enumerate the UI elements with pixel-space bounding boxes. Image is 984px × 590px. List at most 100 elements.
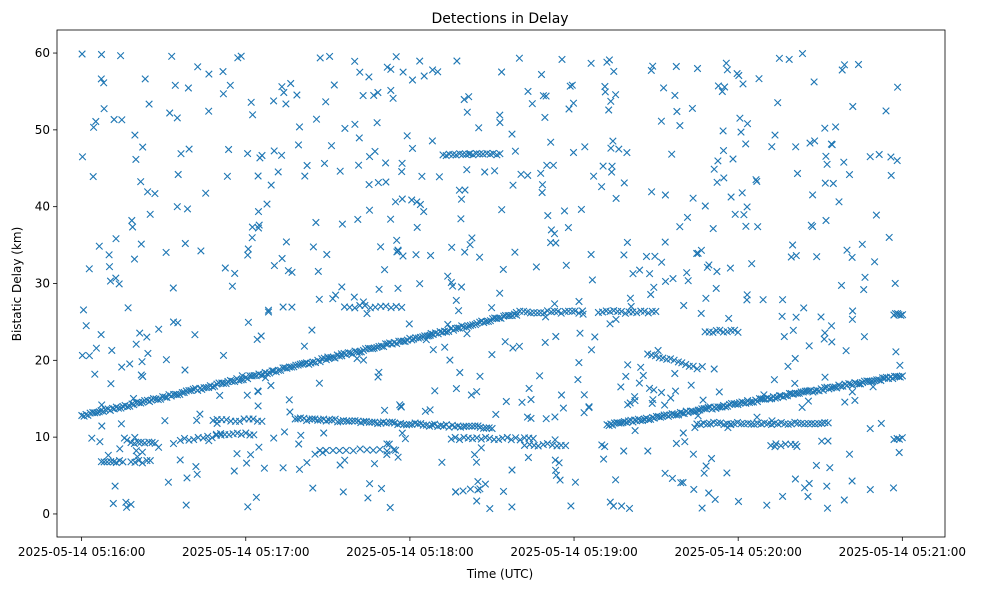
- data-point: [667, 394, 675, 402]
- data-point: [472, 149, 481, 158]
- data-point: [657, 388, 666, 397]
- data-point: [492, 410, 500, 419]
- data-point: [848, 388, 856, 396]
- data-point: [387, 86, 395, 95]
- data-point: [891, 279, 899, 288]
- data-point: [356, 68, 364, 76]
- data-point: [151, 189, 159, 198]
- data-point: [130, 255, 139, 263]
- data-point: [515, 54, 524, 62]
- data-point: [339, 488, 347, 496]
- data-point: [344, 349, 352, 357]
- data-point: [173, 391, 182, 399]
- data-point: [812, 461, 821, 470]
- data-point: [373, 119, 381, 127]
- data-point: [161, 393, 169, 401]
- data-point: [97, 458, 106, 466]
- data-point: [511, 434, 520, 442]
- data-point: [770, 376, 779, 384]
- data-point: [609, 137, 617, 145]
- data-point: [391, 198, 400, 206]
- data-point: [88, 434, 96, 442]
- data-point: [447, 435, 455, 443]
- data-point: [507, 436, 515, 444]
- data-point: [767, 441, 775, 450]
- data-point: [723, 66, 732, 74]
- data-point: [623, 238, 632, 247]
- y-tick-label: 50: [35, 123, 50, 137]
- data-point: [421, 407, 430, 415]
- data-point: [401, 435, 410, 443]
- data-point: [173, 114, 181, 122]
- data-point: [196, 410, 204, 418]
- data-point: [588, 276, 597, 284]
- data-point: [162, 356, 171, 364]
- data-point: [842, 347, 850, 355]
- data-point: [457, 283, 466, 291]
- data-point: [640, 415, 648, 424]
- y-tick-label: 10: [35, 430, 50, 444]
- data-point: [813, 386, 821, 394]
- data-point: [420, 72, 428, 80]
- data-point: [622, 372, 630, 381]
- data-point: [661, 469, 669, 477]
- data-point: [508, 503, 516, 511]
- data-point: [92, 117, 100, 126]
- data-point: [242, 459, 251, 467]
- data-point: [631, 396, 639, 405]
- data-point: [472, 458, 481, 466]
- data-point: [359, 356, 368, 364]
- data-point: [680, 301, 688, 310]
- x-tick-label: 2025-05-14 05:20:00: [674, 545, 801, 559]
- data-point: [398, 303, 406, 312]
- data-point: [640, 307, 649, 315]
- data-point: [575, 297, 583, 306]
- data-point: [650, 386, 658, 394]
- data-point: [143, 456, 151, 465]
- data-point: [552, 332, 560, 341]
- data-point: [726, 420, 735, 429]
- data-point: [387, 65, 395, 73]
- data-point: [601, 88, 609, 96]
- data-point: [91, 370, 99, 378]
- data-point: [96, 438, 104, 446]
- data-point: [828, 338, 836, 346]
- data-point: [702, 462, 710, 470]
- data-point: [452, 488, 460, 496]
- data-point: [660, 411, 668, 419]
- x-axis-label: Time (UTC): [466, 567, 533, 581]
- data-point: [456, 368, 464, 377]
- data-point: [390, 446, 398, 454]
- data-point: [132, 447, 140, 455]
- data-point: [821, 373, 829, 381]
- data-point: [97, 330, 105, 339]
- data-point: [822, 216, 830, 225]
- data-point: [263, 200, 271, 208]
- data-point: [518, 398, 526, 406]
- data-point: [346, 349, 355, 357]
- data-point: [791, 354, 799, 363]
- data-point: [112, 235, 120, 243]
- data-point: [542, 92, 550, 100]
- data-point: [485, 424, 493, 432]
- data-point: [244, 251, 252, 259]
- data-point: [774, 99, 782, 107]
- data-point: [731, 400, 740, 408]
- data-point: [702, 404, 710, 413]
- data-point: [689, 450, 698, 458]
- data-point: [611, 91, 620, 99]
- data-point: [470, 450, 479, 459]
- data-point: [840, 496, 848, 504]
- data-point: [813, 253, 821, 261]
- data-point: [719, 146, 728, 155]
- data-point: [743, 203, 751, 211]
- data-point: [693, 64, 702, 73]
- data-point: [309, 358, 317, 366]
- data-point: [710, 365, 718, 373]
- data-point: [475, 124, 483, 132]
- data-point: [733, 69, 741, 78]
- data-point: [131, 433, 139, 442]
- data-point: [270, 261, 279, 270]
- data-point: [416, 57, 424, 65]
- data-point: [642, 414, 650, 422]
